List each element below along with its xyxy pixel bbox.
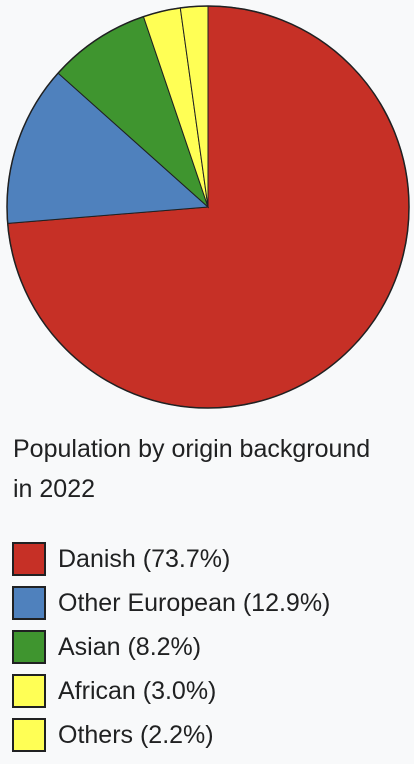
legend-swatch-others	[12, 718, 46, 752]
legend-item-danish: Danish (73.7%)	[12, 537, 330, 581]
legend-swatch-asian	[12, 630, 46, 664]
legend-item-asian: Asian (8.2%)	[12, 625, 330, 669]
legend-label-asian: Asian (8.2%)	[58, 632, 202, 661]
legend-item-others: Others (2.2%)	[12, 713, 330, 757]
legend-label-danish: Danish (73.7%)	[58, 544, 231, 573]
legend-item-african: African (3.0%)	[12, 669, 330, 713]
chart-title: Population by origin background in 2022	[13, 435, 371, 503]
legend-label-other-european: Other European (12.9%)	[58, 588, 331, 617]
legend-swatch-other-european	[12, 586, 46, 620]
legend-label-african: African (3.0%)	[58, 676, 217, 705]
legend: Danish (73.7%) Other European (12.9%) As…	[12, 537, 330, 757]
pie-chart	[6, 5, 410, 409]
legend-item-other-european: Other European (12.9%)	[12, 581, 330, 625]
legend-swatch-danish	[12, 542, 46, 576]
legend-label-others: Others (2.2%)	[58, 720, 214, 749]
pie-outline	[6, 5, 410, 409]
legend-swatch-african	[12, 674, 46, 708]
